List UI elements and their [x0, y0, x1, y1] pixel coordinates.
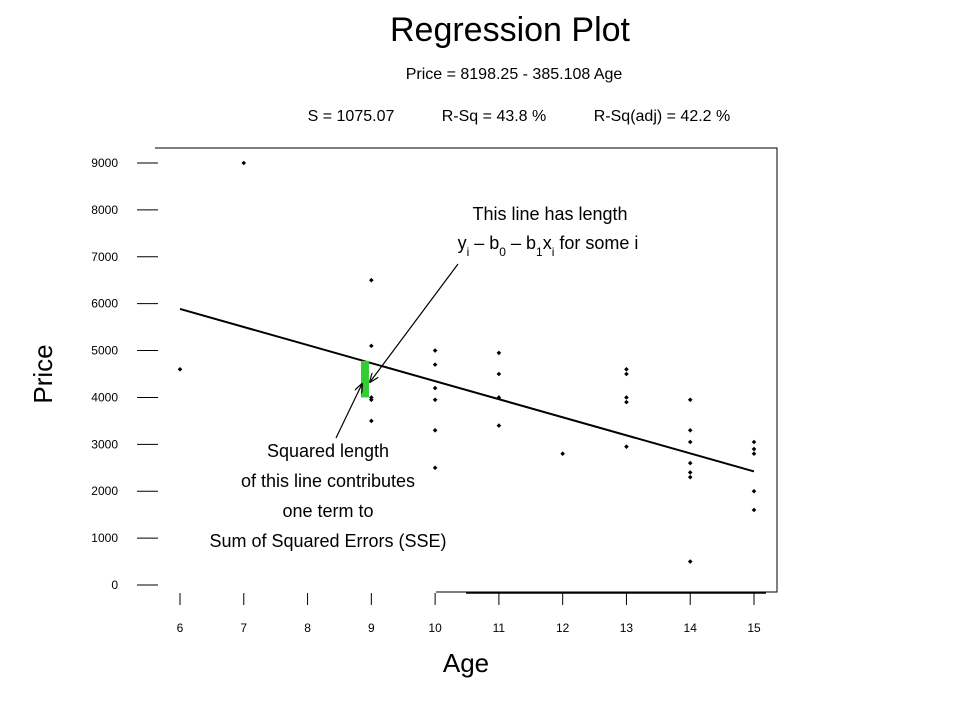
regression-equation: Price = 8198.25 - 385.108 Age	[406, 66, 623, 83]
residual-note-formula: yi – b0 – b1xi for some i	[458, 233, 639, 259]
x-tick-label-13: 13	[620, 621, 634, 635]
data-point-22	[624, 444, 629, 449]
data-point-29	[687, 559, 693, 564]
regression-line	[179, 307, 755, 473]
data-point-0	[177, 367, 183, 372]
x-tick-label-6: 6	[177, 621, 184, 635]
data-point-19	[624, 371, 629, 377]
x-tick-label-8: 8	[304, 621, 311, 635]
formula-part-1: i	[467, 245, 470, 259]
residual-highlight-group	[360, 360, 369, 398]
data-point-16	[496, 423, 502, 428]
formula-part-4: – b	[506, 233, 536, 253]
formula-part-7: i	[552, 245, 555, 259]
regression-line-group	[179, 307, 755, 473]
data-point-24	[687, 427, 693, 433]
annotations: This line has length yi – b0 – b1xi for …	[209, 204, 638, 551]
data-point-23	[687, 397, 693, 403]
sse-note-line1: Squared length	[267, 441, 389, 461]
data-point-11	[432, 427, 438, 433]
data-point-6	[369, 418, 374, 424]
data-point-9	[432, 385, 438, 391]
plot-frame	[155, 147, 778, 594]
y-axis: 0 1000 2000 3000 4000 5000 6000 7000 8000 9000	[91, 156, 158, 592]
y-tick-label-8000: 8000	[91, 203, 118, 217]
y-tick-label-2000: 2000	[91, 484, 118, 498]
data-point-7	[432, 348, 438, 353]
x-tick-label-7: 7	[240, 621, 247, 635]
data-point-4	[369, 395, 374, 400]
data-points	[177, 160, 757, 564]
x-axis-label: Age	[443, 648, 489, 678]
data-point-26	[687, 460, 693, 466]
x-tick-label-12: 12	[556, 621, 570, 635]
data-point-25	[687, 439, 693, 445]
x-tick-label-15: 15	[747, 621, 761, 635]
y-tick-label-1000: 1000	[91, 531, 118, 545]
formula-part-6: x	[543, 233, 552, 253]
data-point-31	[751, 446, 757, 452]
y-tick-label-5000: 5000	[91, 344, 118, 358]
arrow-to-residual	[370, 263, 459, 382]
data-point-21	[624, 399, 629, 405]
data-point-8	[432, 362, 438, 367]
stat-rsq-adj: R-Sq(adj) = 42.2 %	[594, 108, 731, 125]
arrow-from-sse-note	[335, 384, 362, 439]
data-point-10	[432, 397, 438, 403]
y-tick-label-0: 0	[111, 578, 118, 592]
data-point-32	[751, 451, 757, 457]
y-tick-label-9000: 9000	[91, 156, 118, 170]
sse-note-line2: of this line contributes	[241, 471, 415, 491]
stat-rsq: R-Sq = 43.8 %	[442, 108, 547, 125]
data-point-12	[432, 465, 438, 471]
data-point-30	[751, 439, 757, 445]
formula-part-8: for some i	[554, 233, 638, 253]
residual-note-line1: This line has length	[472, 204, 627, 224]
residual-highlight-bar	[360, 360, 369, 398]
sse-note-line3: one term to	[282, 501, 373, 521]
sse-note-line4: Sum of Squared Errors (SSE)	[209, 531, 446, 551]
data-point-1	[241, 160, 247, 166]
formula-part-0: y	[458, 233, 467, 253]
data-point-5	[369, 397, 374, 403]
stat-s: S = 1075.07	[308, 108, 395, 125]
y-tick-label-3000: 3000	[91, 437, 118, 451]
formula-part-2: – b	[469, 233, 499, 253]
x-tick-label-14: 14	[684, 621, 698, 635]
data-point-15	[496, 395, 502, 400]
data-point-3	[369, 343, 374, 349]
formula-part-3: 0	[499, 245, 506, 259]
data-point-28	[687, 474, 693, 480]
data-point-34	[751, 507, 757, 513]
y-tick-label-6000: 6000	[91, 297, 118, 311]
x-axis: 6 7 8 9 10 11 12 13 14 15	[177, 593, 761, 635]
chart-title: Regression Plot	[390, 11, 631, 49]
data-point-13	[496, 350, 502, 356]
data-point-2	[369, 277, 374, 283]
x-tick-label-11: 11	[493, 621, 506, 635]
formula-part-5: 1	[536, 245, 543, 259]
y-axis-label: Price	[28, 344, 58, 403]
data-point-20	[624, 395, 629, 400]
x-tick-label-9: 9	[368, 621, 375, 635]
data-point-27	[687, 470, 693, 475]
plot-border	[155, 147, 778, 593]
data-point-33	[751, 488, 757, 494]
data-point-17	[560, 451, 565, 457]
y-tick-label-4000: 4000	[91, 390, 118, 404]
y-tick-label-7000: 7000	[91, 250, 118, 264]
x-tick-label-10: 10	[428, 621, 442, 635]
data-point-18	[624, 367, 629, 372]
data-point-14	[496, 371, 502, 377]
